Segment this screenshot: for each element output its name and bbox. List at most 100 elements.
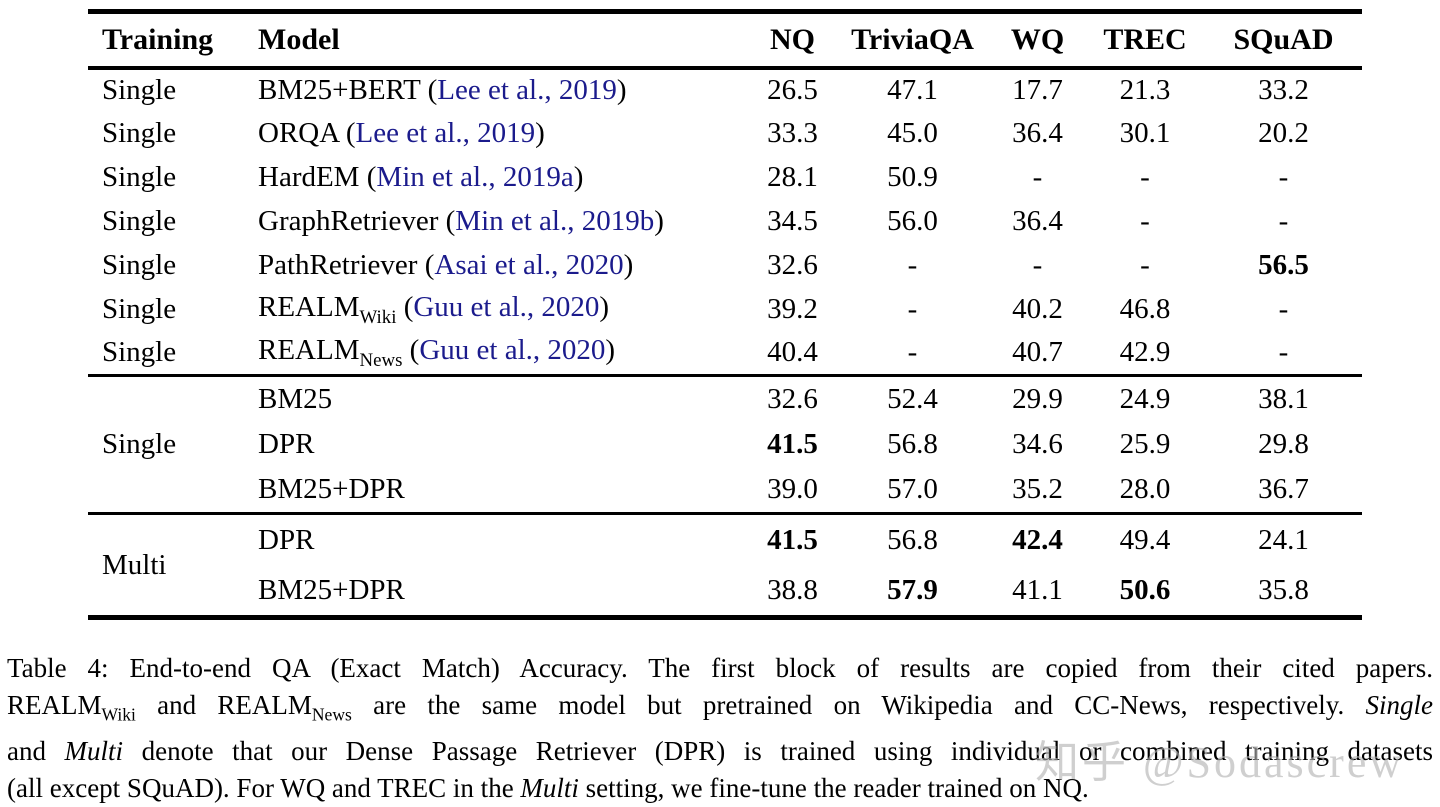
value-cell: 20.2 bbox=[1258, 117, 1309, 149]
value-cell: 52.4 bbox=[835, 374, 990, 422]
column-header-wq: WQ bbox=[990, 11, 1085, 70]
column-header-model: Model bbox=[250, 11, 750, 70]
value-cell: 49.4 bbox=[1085, 512, 1205, 566]
value-cell: 57.0 bbox=[887, 473, 938, 506]
citation-link[interactable]: Guu et al., 2020 bbox=[413, 290, 600, 323]
table-row: Single REALMNews (Guu et al., 2020) 40.4 - 4… bbox=[88, 332, 1362, 376]
model-name: BM25+DPR bbox=[258, 573, 405, 606]
value-cell: 50.6 bbox=[1119, 573, 1171, 606]
table-row: Multi DPR 41.5 56.8 42.4 49.4 24.1 bbox=[88, 512, 1362, 618]
value-cell: 57.9 bbox=[887, 573, 938, 606]
citation-link[interactable]: Lee et al., 2019 bbox=[355, 117, 536, 149]
results-table-body: Single BM25+BERT (Lee et al., 2019) 26.5 47… bbox=[88, 68, 1362, 618]
value-cell: - bbox=[1140, 249, 1150, 281]
column-header-trec: TREC bbox=[1085, 11, 1205, 70]
citation-link[interactable]: Min et al., 2019b bbox=[455, 205, 655, 237]
value-cell: 28.0 bbox=[1119, 473, 1171, 506]
model-name: HardEM bbox=[258, 161, 360, 193]
value-cell: 34.6 bbox=[1012, 428, 1063, 460]
value-cell: 35.8 bbox=[1258, 573, 1309, 606]
caption-line: (all except SQuAD). For WQ and TREC in t… bbox=[7, 770, 1433, 807]
caption-text: Multi bbox=[520, 773, 579, 804]
training-cell: Single bbox=[102, 205, 177, 237]
training-cell: Single bbox=[102, 161, 177, 193]
table-row: Single PathRetriever (Asai et al., 2020) 3… bbox=[88, 244, 1362, 288]
value-cell: 33.2 bbox=[1258, 74, 1309, 106]
value-cell: 36.4 bbox=[1012, 205, 1063, 237]
value-cell: 32.6 bbox=[767, 249, 818, 281]
caption-line: Table 4: End-to-end QA (Exact Match) Acc… bbox=[7, 650, 1433, 687]
training-cell: Single bbox=[102, 293, 177, 325]
value-cell: - bbox=[1032, 249, 1043, 281]
value-cell: 39.2 bbox=[767, 293, 818, 325]
citation-link[interactable]: Min et al., 2019a bbox=[376, 161, 574, 193]
caption-text: denote that our Dense Passage Retriever … bbox=[123, 736, 1433, 767]
caption-line: and Multi denote that our Dense Passage … bbox=[7, 733, 1433, 770]
value-cell: 42.9 bbox=[1119, 336, 1171, 369]
results-table: Training Model NQ TriviaQA WQ TREC SQuAD Singl… bbox=[88, 9, 1362, 620]
value-cell: 38.1 bbox=[1205, 374, 1362, 422]
value-cell: 56.8 bbox=[835, 512, 990, 566]
column-header-triviaqa: TriviaQA bbox=[835, 11, 990, 70]
value-cell: - bbox=[1140, 161, 1150, 193]
citation-link[interactable]: Asai et al., 2020 bbox=[434, 249, 624, 281]
caption-text: Table 4: End-to-end QA (Exact Match) Acc… bbox=[7, 653, 1433, 683]
table-row: Single HardEM (Min et al., 2019a) 28.1 50.9… bbox=[88, 156, 1362, 200]
model-name: BM25+DPR bbox=[258, 473, 405, 506]
value-cell: - bbox=[1140, 205, 1150, 237]
caption-text: News bbox=[311, 704, 352, 725]
model-cell: REALMWiki (Guu et al., 2020) bbox=[258, 290, 610, 328]
value-cell: 25.9 bbox=[1119, 428, 1171, 460]
model-subscript: News bbox=[359, 349, 403, 371]
value-cell: 34.5 bbox=[767, 205, 818, 237]
training-cell: Single bbox=[88, 374, 250, 514]
model-cell: ORQA (Lee et al., 2019) bbox=[258, 117, 545, 149]
caption-text: REALM bbox=[7, 690, 102, 720]
model-name: REALM bbox=[258, 333, 360, 366]
table-row: Single REALMWiki (Guu et al., 2020) 39.2 - 4… bbox=[88, 288, 1362, 332]
value-cell: 47.1 bbox=[887, 74, 938, 106]
table-row: BM25+DPR 39.0 57.0 35.2 28.0 36.7 bbox=[88, 468, 1362, 514]
citation-link[interactable]: Lee et al., 2019 bbox=[437, 74, 617, 106]
value-cell: 42.4 bbox=[990, 512, 1085, 566]
table-caption: Table 4: End-to-end QA (Exact Match) Acc… bbox=[0, 650, 1440, 807]
training-cell: Multi bbox=[88, 512, 250, 618]
value-cell: 36.7 bbox=[1258, 473, 1309, 506]
caption-text: and bbox=[7, 736, 65, 767]
caption-text: Single bbox=[1365, 690, 1434, 720]
value-cell: 17.7 bbox=[1012, 74, 1063, 106]
value-cell: - bbox=[907, 249, 918, 281]
model-name: REALM bbox=[258, 290, 360, 323]
value-cell: - bbox=[907, 293, 918, 325]
model-cell: BM25+BERT (Lee et al., 2019) bbox=[258, 74, 627, 106]
model-cell: PathRetriever (Asai et al., 2020) bbox=[258, 249, 634, 281]
value-cell: 29.8 bbox=[1258, 428, 1309, 460]
training-cell: Single bbox=[102, 74, 177, 106]
watermark: 知乎 @Sodascrew bbox=[1035, 738, 1405, 787]
model-cell: DPR bbox=[250, 422, 750, 468]
model-cell: GraphRetriever (Min et al., 2019b) bbox=[258, 205, 664, 237]
column-header-training: Training bbox=[88, 11, 250, 70]
model-cell: DPR bbox=[250, 512, 750, 566]
value-cell: 56.5 bbox=[1258, 249, 1309, 281]
value-cell: 40.7 bbox=[1012, 336, 1063, 369]
model-cell: REALMNews (Guu et al., 2020) bbox=[258, 333, 616, 371]
value-cell: 45.0 bbox=[887, 117, 938, 149]
value-cell: 35.2 bbox=[1012, 473, 1063, 506]
value-cell: 38.8 bbox=[767, 573, 818, 606]
value-cell: - bbox=[1032, 161, 1043, 193]
caption-text: and REALM bbox=[135, 690, 312, 720]
model-subscript: Wiki bbox=[359, 306, 397, 328]
value-cell: 46.8 bbox=[1119, 293, 1171, 325]
caption-text: setting, we fine-tune the reader trained… bbox=[578, 773, 1089, 804]
model-name: GraphRetriever bbox=[258, 205, 439, 237]
value-cell: - bbox=[907, 336, 918, 369]
caption-text: Wiki bbox=[101, 704, 136, 725]
caption-text: Multi bbox=[64, 736, 124, 767]
value-cell: 41.5 bbox=[750, 512, 835, 566]
citation-link[interactable]: Guu et al., 2020 bbox=[419, 333, 606, 366]
model-cell: BM25+DPR bbox=[250, 468, 750, 514]
model-cell: BM25 bbox=[250, 374, 750, 422]
column-header-squad: SQuAD bbox=[1205, 11, 1362, 70]
training-cell: Single bbox=[102, 117, 177, 149]
